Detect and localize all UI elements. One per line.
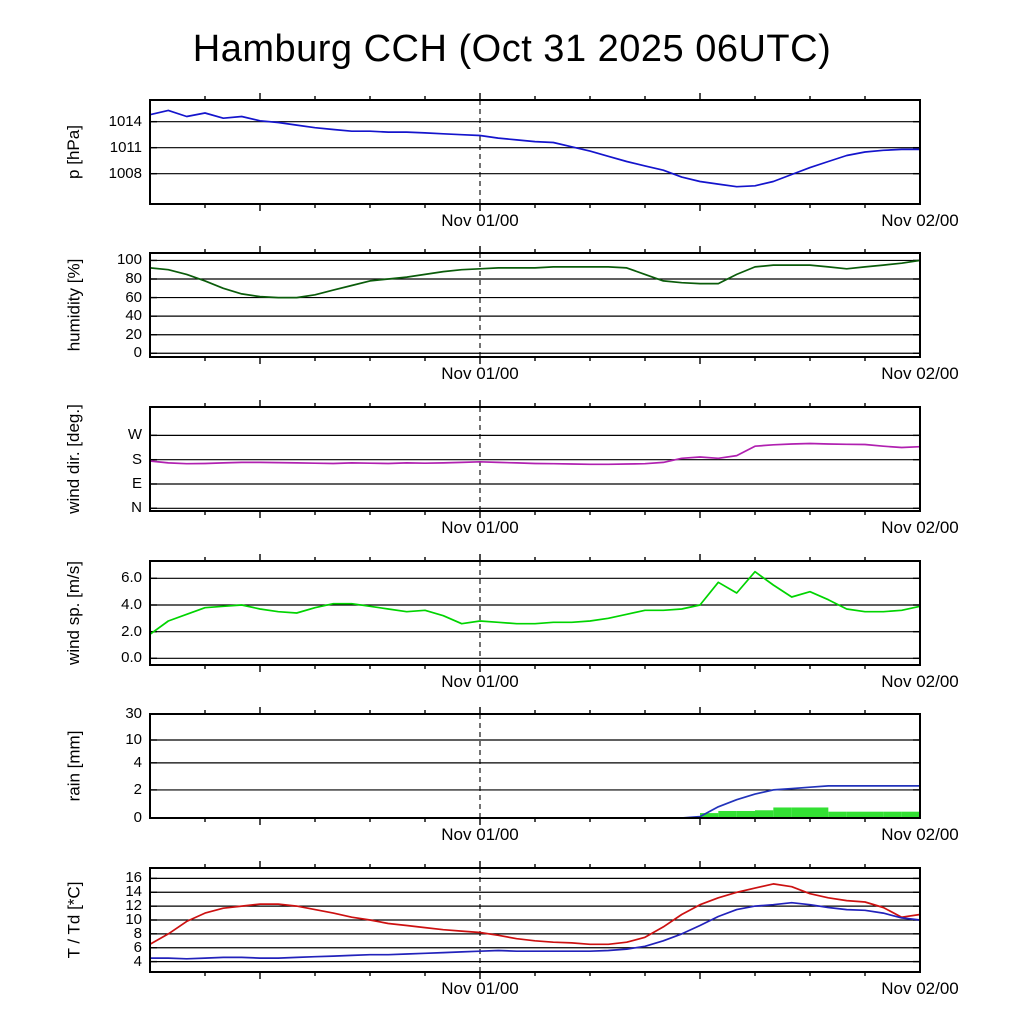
wind-direction-line [149, 442, 921, 466]
temperature-ytick-label: 10 [125, 911, 142, 928]
x-tick-label: Nov 01/00 [441, 672, 519, 691]
dewpoint-line [149, 901, 921, 960]
temperature-ytick-label: 6 [133, 938, 142, 956]
temperature-ytick-label: 12 [125, 897, 142, 915]
rain-bar [810, 807, 829, 818]
x-tick-label: Nov 02/00 [881, 364, 959, 383]
plot-frame [149, 867, 921, 973]
x-tick-label: Nov 01/00 [441, 518, 519, 537]
wind-speed-ytick-label: 6.0 [121, 569, 142, 587]
temperature-ytick-label: 16 [125, 869, 142, 887]
rain-ytick-label: 0 [133, 809, 142, 826]
rain-ytick-label: 30 [125, 705, 142, 722]
wind-direction-ytick-label: W [127, 426, 142, 444]
panel-rain [149, 707, 921, 825]
rain-ytick-label: 2 [133, 780, 142, 798]
temperature-line [149, 883, 921, 946]
rain-bar [755, 810, 774, 818]
humidity-line [149, 259, 921, 299]
rain-bar [718, 810, 737, 818]
rain-bar [901, 811, 920, 818]
temperature-ytick-label: 4 [133, 952, 142, 970]
wind-direction-ytick-label: N [131, 499, 142, 517]
plot-frame [149, 406, 921, 512]
panel-pressure [149, 93, 921, 211]
rain-ytick-label: 10 [125, 731, 142, 748]
wind-speed-ytick-label: 0.0 [121, 649, 142, 667]
plot-frame [149, 713, 921, 819]
rain-ytick-label: 4 [133, 753, 142, 771]
pressure-ytick-label: 1014 [108, 112, 142, 130]
wind-direction-ytick-label: S [131, 450, 142, 468]
rain-plot [149, 707, 921, 825]
temperature-ytick-label: 14 [125, 883, 142, 901]
wind-direction-plot [149, 400, 921, 518]
rain-bar [883, 811, 902, 818]
rain-bar [736, 810, 755, 818]
plot-frame [149, 99, 921, 205]
pressure-ytick-label: 1011 [109, 138, 142, 156]
panel-wind-speed [149, 554, 921, 672]
panel-humidity [149, 246, 921, 364]
pressure-line [149, 109, 921, 188]
rain-bar [700, 813, 719, 818]
rain-bar [846, 811, 865, 818]
rain-bar [865, 811, 884, 818]
x-tick-label: Nov 02/00 [881, 979, 959, 998]
humidity-ytick-label: 20 [125, 325, 142, 343]
humidity-ytick-label: 80 [125, 270, 142, 287]
wind-speed-ytick-label: 4.0 [121, 596, 142, 613]
rain-bar [828, 811, 847, 818]
wind-speed-line [149, 570, 921, 636]
humidity-ytick-label: 60 [125, 288, 142, 306]
wind-speed-ytick-label: 2.0 [121, 622, 142, 640]
x-tick-label: Nov 01/00 [441, 364, 519, 383]
x-tick-label: Nov 01/00 [441, 979, 519, 998]
pressure-plot [149, 93, 921, 211]
wind-direction-ytick-label: E [131, 474, 142, 492]
temperature-plot [149, 861, 921, 979]
x-tick-label: Nov 02/00 [881, 518, 959, 537]
temperature-ytick-label: 8 [133, 924, 142, 942]
humidity-plot [149, 246, 921, 364]
x-tick-label: Nov 02/00 [881, 211, 959, 230]
rain-bar [773, 807, 792, 818]
wind-speed-plot [149, 554, 921, 672]
plot-frame [149, 252, 921, 358]
plot-frame [149, 560, 921, 666]
panel-temperature [149, 861, 921, 979]
rain-hourly-bars [700, 807, 920, 818]
rain-bar [791, 807, 810, 818]
x-tick-label: Nov 02/00 [881, 672, 959, 691]
panel-wind-direction [149, 400, 921, 518]
humidity-ytick-label: 100 [116, 251, 142, 269]
humidity-ytick-label: 0 [133, 344, 142, 362]
pressure-ytick-label: 1008 [108, 164, 142, 182]
x-tick-label: Nov 02/00 [881, 825, 959, 844]
x-tick-label: Nov 01/00 [441, 825, 519, 844]
x-tick-label: Nov 01/00 [441, 211, 519, 230]
chart-title: Hamburg CCH (Oct 31 2025 06UTC) [192, 28, 832, 70]
humidity-ytick-label: 40 [125, 307, 142, 325]
